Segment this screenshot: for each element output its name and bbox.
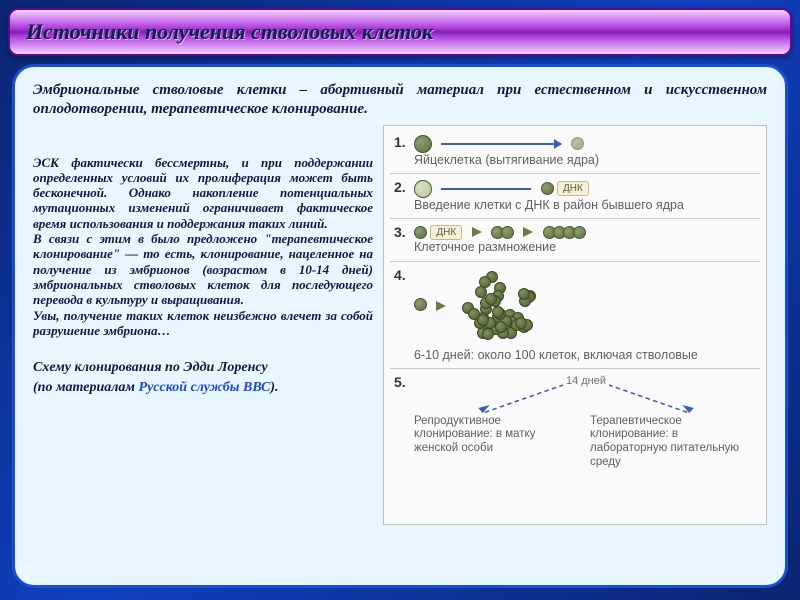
arrow-icon [441, 143, 561, 145]
content-card: Эмбриональные стволовые клетки – абортив… [12, 64, 788, 588]
nucleus-icon [571, 137, 584, 150]
step-label: Клеточное размножение [414, 240, 758, 255]
divider [390, 261, 760, 262]
diagram-step-1: 1. Яйцеклетка (вытягивание ядра) [392, 132, 758, 170]
dna-label: ДНК [430, 225, 462, 240]
step-label: Яйцеклетка (вытягивание ядра) [414, 153, 758, 168]
left-column: ЭСК фактически бессмертны, и при поддерж… [33, 125, 373, 525]
divider [390, 218, 760, 219]
cell-icon [414, 226, 427, 239]
arrow-icon [523, 227, 533, 237]
cell-cluster-icon [456, 268, 546, 346]
cell-icon [501, 226, 514, 239]
arrow-icon [472, 227, 482, 237]
page-title: Источники получения стволовых клеток [26, 19, 433, 45]
diagram-step-2: 2. ДНК Введение клетки с ДНК в район быв… [392, 177, 758, 215]
diagram-step-3: 3. ДНК Клеточное размножение [392, 222, 758, 258]
step-number: 5. [394, 374, 406, 390]
diagram-step-4: 4. 6-10 дней: около 100 клеток, включая … [392, 265, 758, 365]
credit-suffix: ). [270, 380, 278, 395]
body-text: ЭСК фактически бессмертны, и при поддерж… [33, 155, 373, 339]
therapeutic-label: Терапевтическое клонирование: в лаборато… [590, 415, 758, 470]
intro-text: Эмбриональные стволовые клетки – абортив… [33, 81, 767, 119]
credit-line: (по материалам Русской службы ВВС). [33, 380, 373, 396]
columns: ЭСК фактически бессмертны, и при поддерж… [33, 125, 767, 525]
branch-outcomes: Репродуктивное клонирование: в матку жен… [414, 415, 758, 470]
divider [390, 173, 760, 174]
line-icon [441, 188, 531, 190]
diagram-step-5: 5. 14 дней Репродуктивное клонирование: … [392, 372, 758, 472]
cloning-diagram: 1. Яйцеклетка (вытягивание ядра) 2. ДНК … [383, 125, 767, 525]
step-number: 3. [394, 224, 406, 240]
step-number: 1. [394, 134, 406, 150]
empty-egg-icon [414, 180, 432, 198]
step-number: 4. [394, 267, 406, 283]
credit-link: Русской службы ВВС [139, 380, 271, 395]
dna-cell-icon [541, 182, 554, 195]
egg-cell-icon [414, 135, 432, 153]
branch-diagram: 14 дней [414, 375, 758, 415]
dna-label: ДНК [557, 181, 589, 196]
step-label: Введение клетки с ДНК в район бывшего яд… [414, 198, 758, 213]
cell-icon [573, 226, 586, 239]
arrow-icon [436, 301, 446, 311]
step-number: 2. [394, 179, 406, 195]
divider [390, 368, 760, 369]
credit-prefix: (по материалам [33, 380, 139, 395]
days-label: 14 дней [563, 375, 609, 387]
reproductive-label: Репродуктивное клонирование: в матку жен… [414, 415, 582, 470]
cell-icon [414, 298, 427, 311]
step-label: 6-10 дней: около 100 клеток, включая ств… [414, 348, 758, 363]
scheme-caption: Схему клонирования по Эдди Лоренсу [33, 360, 373, 376]
title-bar: Источники получения стволовых клеток [8, 8, 792, 56]
